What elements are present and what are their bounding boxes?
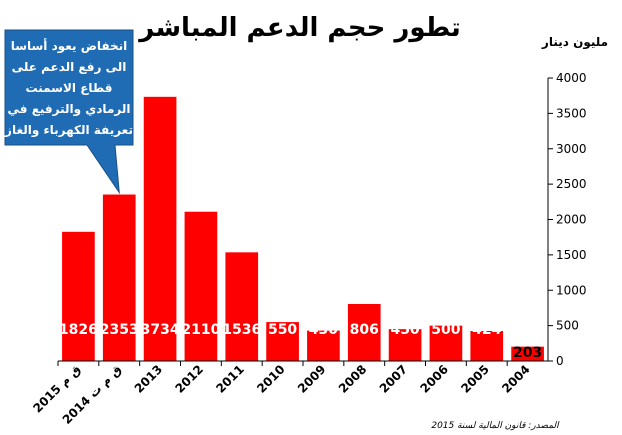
data-label: 2110 bbox=[181, 322, 220, 338]
y-tick-label: 3500 bbox=[556, 106, 587, 120]
data-label: 203 bbox=[513, 345, 542, 361]
y-tick-label: 0 bbox=[556, 354, 564, 368]
y-tick-label: 1500 bbox=[556, 248, 587, 262]
data-label: 1536 bbox=[222, 322, 261, 338]
x-tick-label: 2009 bbox=[295, 362, 329, 396]
y-tick-label: 1000 bbox=[556, 283, 587, 297]
bar bbox=[62, 231, 95, 361]
data-label: 1826 bbox=[59, 322, 98, 338]
x-tick-label: 2008 bbox=[336, 362, 370, 396]
bar bbox=[347, 303, 381, 361]
callout-line: انخفاض يعود أساسا bbox=[11, 38, 128, 54]
x-tick-label: 2013 bbox=[132, 362, 166, 396]
x-tick-label: 2004 bbox=[499, 362, 533, 396]
data-label: 3734 bbox=[141, 322, 180, 338]
x-tick-label: 2007 bbox=[377, 362, 411, 396]
chart-title: تطور حجم الدعم المباشر bbox=[137, 13, 460, 43]
callout-line: الرمادي والترفيع في bbox=[8, 102, 131, 117]
data-label: 424 bbox=[472, 322, 501, 338]
callout-box bbox=[4, 29, 134, 195]
bar bbox=[266, 322, 299, 361]
callout-line: قطاع الاسمنت bbox=[26, 81, 113, 95]
data-label: 430 bbox=[309, 322, 338, 338]
bar bbox=[511, 346, 544, 361]
data-label: 500 bbox=[431, 322, 460, 338]
y-tick-label: 4000 bbox=[556, 71, 587, 85]
y-tick-label: 500 bbox=[556, 319, 579, 333]
x-tick-label: 2005 bbox=[458, 362, 492, 396]
bar bbox=[429, 325, 463, 362]
bar bbox=[225, 252, 259, 361]
callout: انخفاض يعود أساسا الى رفع الدعم على قطاع ا… bbox=[4, 29, 134, 195]
bars-layer: 1826 2353 3734 2110 1536 550 430 806 450 500 424 20… bbox=[59, 96, 544, 362]
bar bbox=[143, 96, 177, 361]
x-tick-label: 2011 bbox=[213, 362, 247, 396]
source-note: المصدر: قانون المالية لسنة 2015 bbox=[431, 421, 560, 431]
bar bbox=[470, 331, 504, 361]
y-axis-unit-label: مليون دينار bbox=[541, 35, 608, 50]
callout-line: الى رفع الدعم على bbox=[12, 60, 127, 74]
data-label: 2353 bbox=[100, 322, 139, 338]
bar bbox=[307, 330, 340, 361]
y-tick-label: 3000 bbox=[556, 142, 587, 156]
callout-line: تعريفة الكهرباء والغاز bbox=[4, 123, 133, 138]
data-label: 450 bbox=[390, 322, 419, 338]
bar bbox=[184, 211, 218, 361]
bar bbox=[388, 329, 422, 361]
data-label: 806 bbox=[350, 322, 379, 338]
data-label: 550 bbox=[268, 322, 297, 338]
y-tick-label: 2500 bbox=[556, 177, 587, 191]
x-tick-label: 2010 bbox=[254, 362, 288, 396]
x-tick-label: 2006 bbox=[418, 362, 452, 396]
bar bbox=[102, 194, 136, 361]
y-tick-label: 2000 bbox=[556, 213, 587, 227]
x-tick-label: 2012 bbox=[173, 362, 207, 396]
